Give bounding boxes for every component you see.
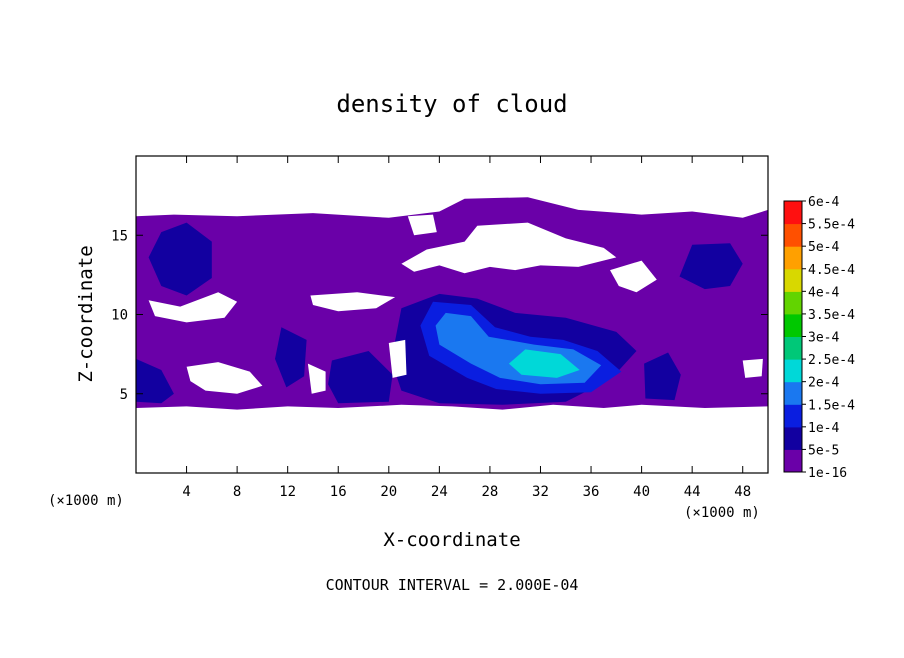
contour-region-2: [679, 243, 743, 290]
colorbar-swatch-4: [784, 359, 802, 383]
colorbar-swatch-10: [784, 223, 802, 247]
colorbar-label: 5.5e-4: [808, 218, 855, 233]
colorbar-swatch-6: [784, 313, 802, 337]
colorbar-swatch-8: [784, 268, 802, 292]
colorbar-swatch-5: [784, 336, 802, 360]
colorbar-label: 2e-4: [808, 376, 839, 391]
x-tick-label: 44: [684, 484, 701, 500]
x-tick-label: 8: [233, 484, 241, 500]
cloud-free-gap-6: [388, 339, 407, 378]
colorbar: 1e-16 5e-5 1e-4 1.5e-4 2e-4 2.5e-4 3e-4 3.5e-4 4…: [783, 195, 855, 481]
colorbar-swatch-11: [784, 201, 802, 225]
x-tick-label: 12: [279, 484, 296, 500]
colorbar-label: 6e-4: [808, 195, 839, 210]
cloud-free-gap-1: [610, 260, 657, 293]
x-tick-label: 28: [481, 484, 498, 500]
y-axis-ticks: 5 10 15: [111, 228, 768, 403]
colorbar-label: 1.5e-4: [808, 398, 855, 413]
cloud-free-gap-3: [310, 292, 396, 312]
x-tick-label: 4: [182, 484, 190, 500]
cloud-free-gap-5: [307, 363, 326, 394]
y-axis-label: Z-coordinate: [75, 245, 97, 382]
cloud-free-gap-4: [186, 362, 263, 394]
colorbar-label: 3.5e-4: [808, 308, 855, 323]
colorbar-label: 1e-16: [808, 466, 847, 481]
y-tick-label: 15: [111, 228, 128, 244]
cloud-free-gap-2: [148, 292, 238, 323]
x-tick-label: 48: [734, 484, 751, 500]
colorbar-swatch-1: [784, 426, 802, 450]
y-tick-label: 10: [111, 308, 128, 324]
contour-region-1: [148, 222, 212, 296]
x-tick-label: 20: [380, 484, 397, 500]
chart-title: density of cloud: [336, 90, 567, 118]
x-tick-label: 40: [633, 484, 650, 500]
x-axis-ticks: 4 8 12 16 20 24 28 32 36 40 44 48: [182, 156, 751, 500]
colorbar-label: 4e-4: [808, 285, 839, 300]
contour-region-6: [644, 352, 681, 401]
colorbar-swatch-7: [784, 291, 802, 315]
cloud-free-gap-7: [742, 358, 763, 378]
y-tick-label: 5: [120, 387, 128, 403]
colorbar-swatch-0: [784, 449, 802, 473]
contour-region-3: [136, 358, 174, 404]
colorbar-label: 2.5e-4: [808, 353, 855, 368]
colorbar-swatch-2: [784, 404, 802, 428]
x-tick-label: 36: [583, 484, 600, 500]
colorbar-swatch-9: [784, 246, 802, 270]
colorbar-swatch-3: [784, 381, 802, 405]
colorbar-label: 4.5e-4: [808, 263, 855, 278]
colorbar-label: 5e-5: [808, 443, 839, 458]
x-tick-label: 16: [330, 484, 347, 500]
contour-fill-layer: [136, 197, 768, 410]
colorbar-label: 3e-4: [808, 331, 839, 346]
colorbar-label: 5e-4: [808, 240, 839, 255]
x-tick-label: 32: [532, 484, 549, 500]
contour-region-10: [508, 349, 580, 378]
cloud-free-gap-0: [401, 222, 617, 274]
cloud-free-gap-8: [407, 214, 437, 236]
contour-region-7: [275, 327, 307, 388]
colorbar-label: 1e-4: [808, 421, 839, 436]
x-tick-label: 24: [431, 484, 448, 500]
contour-region-4: [328, 351, 393, 404]
x-unit-left: (×1000 m): [48, 493, 124, 509]
contour-interval-note: CONTOUR INTERVAL = 2.000E-04: [326, 576, 579, 594]
x-axis-label: X-coordinate: [383, 529, 520, 551]
x-unit-right: (×1000 m): [684, 505, 760, 521]
